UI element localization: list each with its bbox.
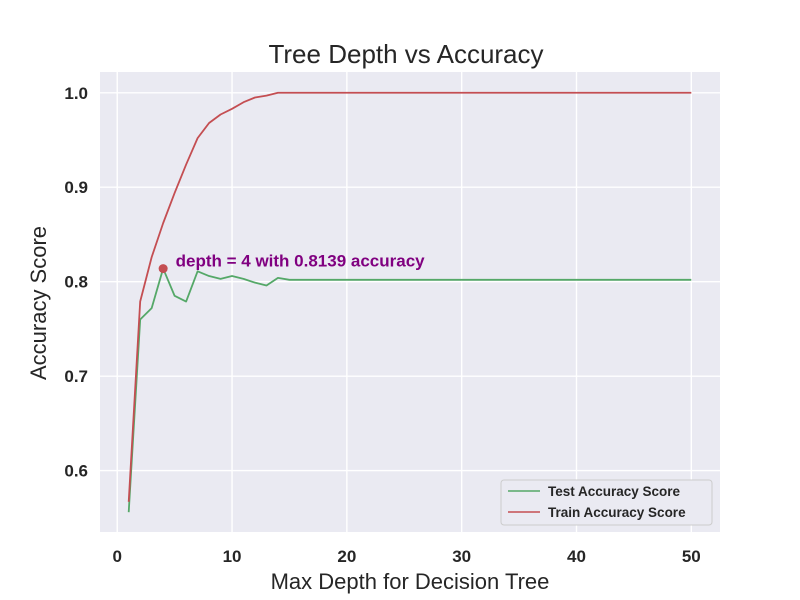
x-tick-label: 30 — [452, 547, 471, 566]
x-axis-title: Max Depth for Decision Tree — [271, 569, 550, 594]
x-tick-label: 10 — [223, 547, 242, 566]
series-line-test — [127, 267, 692, 513]
legend: Test Accuracy Score Train Accuracy Score — [500, 479, 713, 526]
y-tick-label: 0.8 — [64, 273, 88, 292]
y-tick-label: 0.6 — [64, 462, 88, 481]
x-tick-label: 20 — [337, 547, 356, 566]
y-axis-title: Accuracy Score — [26, 226, 51, 380]
legend-label-train: Train Accuracy Score — [548, 505, 686, 520]
y-tick-label: 1.0 — [64, 84, 88, 103]
legend-label-test: Test Accuracy Score — [548, 484, 681, 499]
grid-lines — [100, 72, 720, 532]
legend-box — [500, 479, 713, 526]
highlight-point — [158, 264, 168, 274]
x-tick-label: 0 — [112, 547, 121, 566]
annotation-text: depth = 4 with 0.8139 accuracy — [176, 252, 426, 271]
highlight-marks — [158, 264, 168, 274]
x-tick-label: 50 — [682, 547, 701, 566]
series-lines — [127, 91, 692, 513]
x-tick-label: 40 — [567, 547, 586, 566]
chart-title: Tree Depth vs Accuracy — [268, 39, 543, 69]
y-tick-label: 0.7 — [64, 367, 88, 386]
tick-labels: 0 10 20 30 40 50 0.6 0.7 0.8 0.9 1.0 — [64, 84, 700, 566]
y-tick-label: 0.9 — [64, 178, 88, 197]
plot-background — [100, 72, 720, 532]
series-line-train — [127, 91, 692, 502]
